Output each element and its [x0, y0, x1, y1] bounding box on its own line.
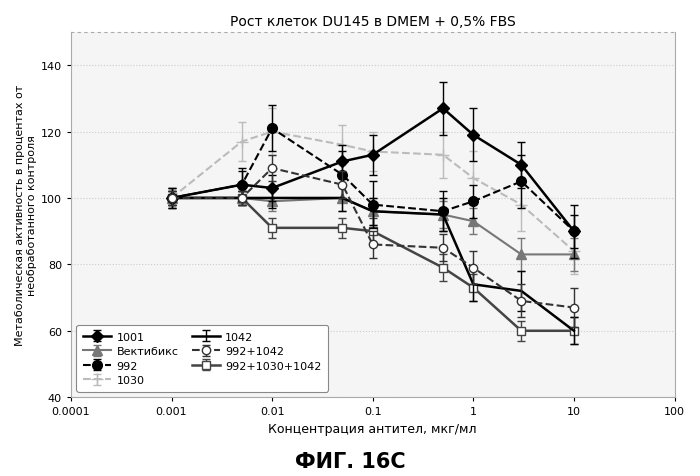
Legend: 1001, Вектибикс, 992, 1030, 1042, 992+1042, 992+1030+1042: 1001, Вектибикс, 992, 1030, 1042, 992+10…: [76, 325, 328, 392]
Y-axis label: Метаболическая активность в процентах от
необработанного контроля: Метаболическая активность в процентах от…: [15, 85, 36, 346]
Title: Рост клеток DU145 в DMEM + 0,5% FBS: Рост клеток DU145 в DMEM + 0,5% FBS: [230, 15, 516, 29]
Text: ФИГ. 16С: ФИГ. 16С: [295, 451, 405, 471]
X-axis label: Концентрация антител, мкг/мл: Концентрация антител, мкг/мл: [269, 422, 477, 435]
